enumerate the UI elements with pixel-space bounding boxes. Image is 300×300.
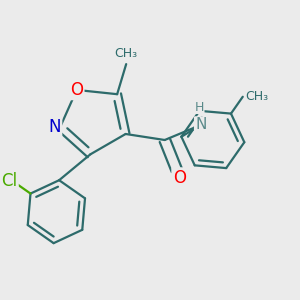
Text: CH₃: CH₃	[245, 90, 268, 103]
Text: O: O	[173, 169, 186, 187]
Text: Cl: Cl	[1, 172, 17, 190]
Text: O: O	[70, 81, 83, 99]
Text: H: H	[195, 100, 204, 113]
Text: N: N	[49, 118, 61, 136]
Text: CH₃: CH₃	[115, 46, 138, 60]
Text: N: N	[195, 118, 206, 133]
